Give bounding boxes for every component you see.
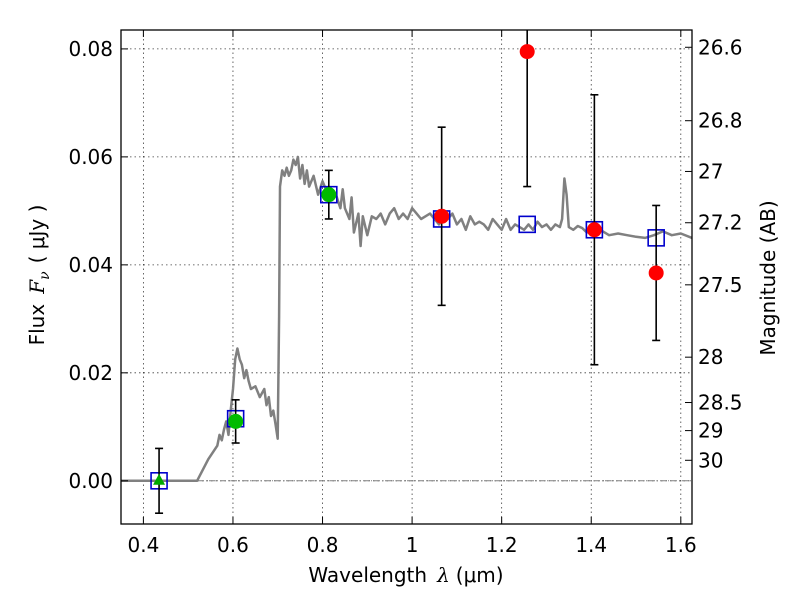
model-sed-line bbox=[121, 155, 693, 483]
x-tick-label: 0.8 bbox=[307, 533, 339, 557]
y2-tick-label: 29 bbox=[698, 419, 723, 443]
data-point bbox=[586, 222, 602, 238]
x-tick-label: 1.4 bbox=[575, 533, 607, 557]
grid bbox=[121, 30, 692, 524]
data-point bbox=[519, 44, 535, 60]
y-tick-label: 0.08 bbox=[68, 37, 113, 61]
x-tick-label: 1.6 bbox=[665, 533, 697, 557]
x-axis-ticks: 0.4 0.6 0.8 1 1.2 1.4 1.6 bbox=[127, 30, 697, 557]
y2-tick-label: 28 bbox=[698, 345, 723, 369]
error-bars bbox=[155, 30, 661, 515]
model-box bbox=[518, 215, 536, 234]
y-tick-label: 0.04 bbox=[68, 253, 113, 277]
y2-axis-label: Magnitude (AB) bbox=[756, 200, 780, 355]
x-tick-label: 0.6 bbox=[217, 533, 249, 557]
x-axis-label: Wavelength λ (μm) bbox=[308, 563, 503, 587]
y2-tick-label: 28.5 bbox=[698, 391, 743, 415]
data-point bbox=[434, 208, 450, 224]
y2-tick-label: 27.2 bbox=[698, 211, 743, 235]
y-axis-ticks: 0.00 0.02 0.04 0.06 0.08 bbox=[68, 37, 128, 493]
y2-tick-label: 27.5 bbox=[698, 273, 743, 297]
y2-tick-label: 27 bbox=[698, 159, 723, 183]
y2-tick-label: 26.6 bbox=[698, 35, 743, 59]
y2-tick-label: 26.8 bbox=[698, 109, 743, 133]
y2-axis-ticks: 26.6 26.8 27 27.2 27.5 28 28.5 29 30 bbox=[685, 35, 743, 472]
data-point bbox=[648, 265, 664, 281]
y-axis-label: FluxFν( μJy ) bbox=[25, 205, 53, 346]
plot-frame bbox=[120, 29, 693, 525]
y-tick-label: 0.06 bbox=[68, 145, 113, 169]
x-tick-label: 1.2 bbox=[486, 533, 518, 557]
y-tick-label: 0.00 bbox=[68, 469, 113, 493]
data-point bbox=[228, 413, 244, 429]
x-tick-label: 1 bbox=[406, 533, 419, 557]
data-point-triangle bbox=[153, 473, 166, 485]
data-point bbox=[321, 187, 337, 203]
y-tick-label: 0.02 bbox=[68, 361, 113, 385]
y2-tick-label: 30 bbox=[698, 448, 723, 472]
x-tick-label: 0.4 bbox=[127, 533, 159, 557]
observed-points bbox=[153, 44, 664, 485]
